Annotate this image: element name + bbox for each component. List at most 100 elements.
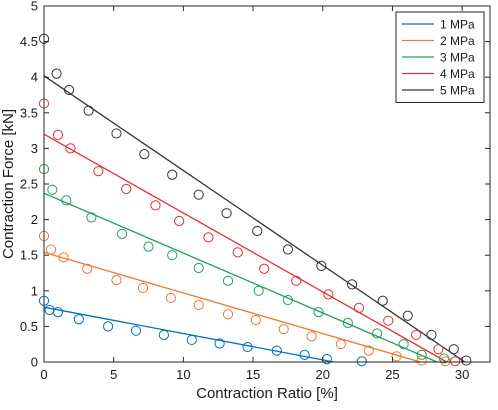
legend-label: 3 MPa [440,51,475,65]
data-point-series-5 [167,169,178,180]
data-point-series-4 [121,183,132,195]
y-tick-label: 5 [31,0,38,14]
x-tick-label: 15 [246,367,260,382]
data-point-series-5 [402,310,413,321]
data-point-series-1 [299,349,310,360]
data-point-series-3 [193,262,204,274]
data-point-series-4 [93,166,104,177]
legend-label: 5 MPa [440,84,475,98]
data-point-series-4 [323,289,334,300]
data-point-series-2 [137,282,149,294]
data-point-series-2 [391,351,402,362]
fit-line-series-4 [43,133,448,363]
data-point-series-2 [111,275,122,286]
data-point-series-3 [342,317,353,328]
data-point-series-2 [363,345,374,356]
data-point-series-2 [335,339,346,350]
data-point-series-1 [356,356,367,367]
data-point-series-2 [165,292,176,304]
legend: 1 MPa 2 MPa 3 MPa 4 MPa 5 MPa [395,11,485,103]
data-point-series-5 [83,105,94,116]
data-point-series-1 [130,325,142,336]
data-point-series-1 [271,345,282,356]
x-axis-ticks: 0 5 10 15 20 25 30 [40,6,469,382]
x-tick-label: 30 [455,367,469,382]
data-point-series-2 [222,309,234,320]
data-point-series-5 [377,295,388,306]
data-point-series-4 [353,302,365,313]
data-point-series-1 [242,341,253,353]
data-point-series-3 [222,275,234,286]
data-point-series-2 [250,314,261,326]
data-point-series-2 [440,356,451,367]
data-point-series-3 [438,353,450,364]
x-tick-label: 10 [176,367,190,382]
fit-line-series-1 [43,306,335,363]
y-tick-label: 1.5 [20,248,38,263]
data-point-series-5 [448,344,459,355]
data-point-series-5 [316,260,327,271]
y-tick-label: 3 [31,141,38,156]
data-point-series-5 [426,329,437,341]
x-tick-label: 25 [385,367,399,382]
data-point-series-2 [45,244,57,255]
data-point-series-4 [411,329,422,341]
data-point-series-5 [252,225,263,237]
data-point-series-1 [44,304,55,316]
data-point-series-4 [150,200,161,211]
data-markers [38,33,472,367]
x-tick-label: 20 [316,367,330,382]
data-point-series-4 [433,344,444,355]
data-point-series-5 [111,128,122,139]
fit-line-series-3 [43,192,438,363]
y-axis-ticks: 0 0.5 1 1.5 2 2.5 3 3.5 4 4.5 5 [20,0,490,370]
data-point-series-1 [214,338,225,349]
fit-line-series-5 [43,75,466,363]
data-point-series-4 [203,232,214,243]
data-point-series-5 [193,189,204,200]
data-point-series-5 [63,84,75,96]
data-point-series-1 [158,329,169,341]
data-point-series-3 [47,184,58,195]
y-tick-label: 1 [31,283,38,298]
data-point-series-4 [65,143,76,154]
y-tick-label: 0.5 [20,319,38,334]
data-point-series-2 [416,355,427,366]
data-point-series-2 [58,252,69,263]
data-point-series-1 [103,321,114,332]
data-point-series-3 [61,195,72,206]
y-tick-label: 4 [31,70,38,85]
x-axis-label: Contraction Ratio [%] [196,385,338,402]
data-point-series-3 [143,241,154,252]
y-tick-label: 2.5 [20,177,38,192]
data-point-series-4 [450,356,461,367]
data-point-series-5 [51,68,62,79]
y-tick-label: 2 [31,212,38,227]
data-point-series-1 [52,307,64,318]
data-point-series-4 [174,215,185,227]
data-point-series-4 [383,315,394,326]
data-point-series-4 [291,275,302,286]
legend-label: 4 MPa [440,67,475,81]
data-point-series-2 [82,263,93,274]
data-point-series-3 [313,307,324,318]
legend-label: 2 MPa [440,34,475,48]
data-point-series-2 [193,299,204,311]
data-point-series-4 [232,247,243,258]
fit-lines [43,75,466,363]
data-point-series-5 [139,148,150,160]
y-tick-label: 4.5 [20,34,38,49]
data-point-series-5 [221,208,232,219]
y-tick-label: 0 [31,355,38,370]
fit-line-series-2 [43,251,421,363]
data-point-series-3 [253,285,264,296]
data-point-series-3 [372,328,383,339]
legend-label: 1 MPa [440,18,475,32]
data-point-series-2 [306,331,317,342]
data-point-series-1 [186,334,197,346]
data-point-series-3 [416,349,427,360]
x-tick-label: 0 [40,367,47,382]
data-point-series-3 [282,294,294,306]
data-point-series-3 [398,339,409,350]
